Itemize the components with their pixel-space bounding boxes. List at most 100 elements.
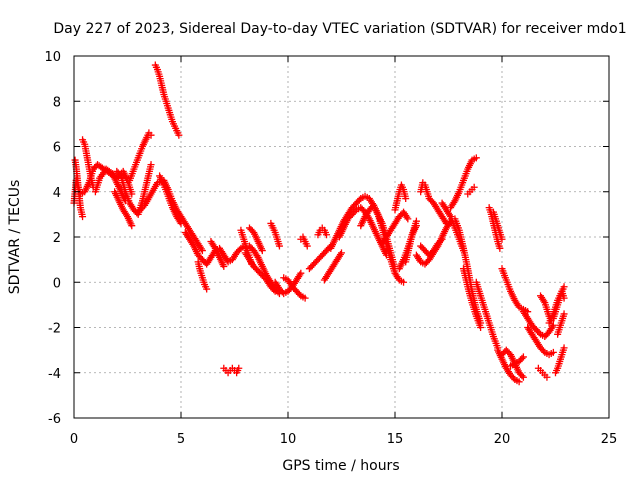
- series-arc-ag: [417, 179, 450, 227]
- data-point: [235, 364, 243, 372]
- series-arc-t: [271, 269, 305, 298]
- series-arc-k: [181, 228, 249, 268]
- series-arc-l: [194, 258, 211, 293]
- series-arc-j: [151, 61, 183, 139]
- series-arc-u: [280, 274, 309, 302]
- data-point: [509, 374, 517, 382]
- series-arc-ay: [534, 364, 551, 381]
- data-point: [203, 285, 211, 293]
- data-point: [147, 131, 155, 139]
- data-point: [515, 378, 523, 386]
- series-arc-r: [245, 224, 266, 255]
- data-point: [258, 247, 266, 255]
- series-arc-n: [220, 364, 243, 377]
- x-tick-label: 15: [387, 432, 404, 447]
- data-point: [301, 294, 309, 302]
- series-arc-au: [507, 353, 527, 370]
- data-point: [177, 219, 185, 227]
- data-point: [518, 372, 526, 380]
- series-arc-bc: [552, 344, 568, 377]
- data-point: [560, 310, 568, 318]
- data-point: [295, 290, 303, 298]
- data-point: [351, 207, 359, 215]
- data-point: [438, 235, 446, 243]
- data-point: [498, 235, 506, 243]
- series-arc-ao: [472, 278, 502, 352]
- axis-ticks: 0 5 10 15 20 25 -6 -4 -2 0 2 4 6 8 10: [44, 50, 617, 447]
- x-tick-label: 25: [601, 432, 618, 447]
- y-tick-label: 0: [53, 276, 61, 291]
- data-point: [303, 242, 311, 250]
- series-arc-m: [207, 238, 228, 270]
- data-point: [79, 213, 87, 221]
- series-arc-ad: [391, 181, 410, 214]
- y-tick-label: 4: [53, 186, 61, 201]
- y-tick-label: 10: [44, 50, 61, 65]
- y-tick-label: -4: [48, 367, 61, 382]
- series-arc-i: [156, 172, 185, 227]
- series-arc-ai: [417, 235, 446, 259]
- data-point: [355, 196, 363, 204]
- series-arc-aq: [489, 208, 506, 243]
- x-tick-label: 0: [70, 432, 78, 447]
- y-tick-label: 8: [53, 95, 61, 110]
- series-arc-g: [111, 188, 136, 230]
- data-point: [519, 353, 527, 361]
- data-point: [539, 347, 547, 355]
- data-point: [128, 222, 136, 230]
- series-arc-ak: [447, 154, 480, 212]
- series-arc-c: [79, 136, 97, 191]
- series-arc-al: [451, 215, 485, 327]
- series-arc-af: [402, 217, 420, 266]
- series-arc-f: [126, 129, 155, 184]
- series-arc-an: [464, 183, 478, 198]
- data-point: [297, 269, 305, 277]
- data-point: [560, 294, 568, 302]
- data-point: [400, 278, 408, 286]
- data-point: [437, 237, 445, 245]
- series-arc-v: [297, 233, 311, 250]
- y-tick-label: 2: [53, 231, 61, 246]
- series-arc-ax: [537, 292, 555, 325]
- data-point: [404, 215, 412, 223]
- y-axis-label: SDTVAR / TECUs: [7, 180, 23, 295]
- data-point: [175, 131, 183, 139]
- series-arc-x: [314, 224, 331, 239]
- data-point: [518, 354, 526, 362]
- data-point: [477, 324, 485, 331]
- data-point: [560, 344, 568, 352]
- data-point: [323, 231, 331, 239]
- data-point: [275, 242, 283, 250]
- y-tick-label: -6: [48, 412, 61, 427]
- x-tick-label: 20: [494, 432, 511, 447]
- series-arc-am: [459, 265, 485, 331]
- data-point: [472, 154, 480, 162]
- data-point: [470, 183, 478, 191]
- data-point: [220, 262, 228, 270]
- series-arc-b: [71, 156, 87, 221]
- series-arc-aw: [524, 324, 557, 359]
- series-arc-ab: [357, 201, 408, 286]
- data-point: [147, 161, 155, 169]
- data-point: [549, 321, 557, 329]
- data-point: [549, 348, 557, 356]
- series-arc-av: [519, 308, 557, 341]
- data-point: [198, 247, 206, 255]
- data-point: [402, 195, 410, 203]
- data-point: [496, 244, 504, 252]
- data-point: [235, 246, 243, 254]
- data-point: [543, 373, 551, 381]
- data-point: [116, 170, 124, 178]
- data-point: [535, 329, 543, 337]
- y-tick-label: -2: [48, 322, 61, 337]
- data-point: [519, 373, 527, 381]
- x-tick-label: 5: [177, 432, 185, 447]
- data-point: [560, 283, 568, 291]
- x-axis-label: GPS time / hours: [282, 458, 399, 474]
- series-arc-y: [320, 249, 345, 284]
- series-arc-bb: [554, 310, 568, 338]
- chart-title: Day 227 of 2023, Sidereal Day-to-day VTE…: [53, 21, 626, 37]
- y-tick-label: 6: [53, 141, 61, 156]
- x-tick-label: 10: [280, 432, 297, 447]
